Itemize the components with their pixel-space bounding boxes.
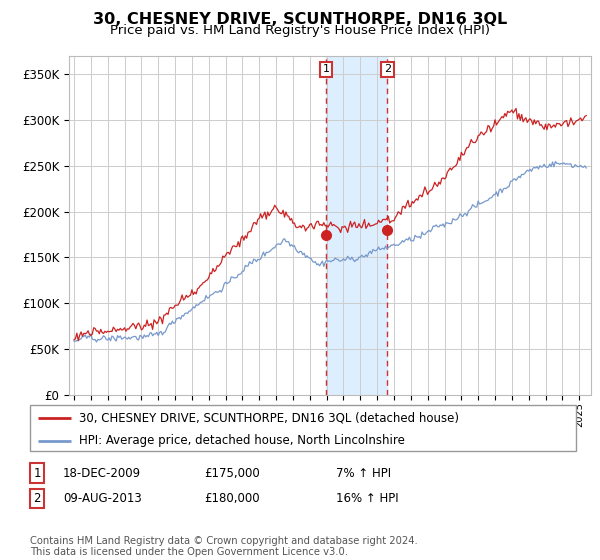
Text: Price paid vs. HM Land Registry's House Price Index (HPI): Price paid vs. HM Land Registry's House … xyxy=(110,24,490,36)
Text: 30, CHESNEY DRIVE, SCUNTHORPE, DN16 3QL: 30, CHESNEY DRIVE, SCUNTHORPE, DN16 3QL xyxy=(93,12,507,27)
Text: Contains HM Land Registry data © Crown copyright and database right 2024.
This d: Contains HM Land Registry data © Crown c… xyxy=(30,535,418,557)
Text: 30, CHESNEY DRIVE, SCUNTHORPE, DN16 3QL (detached house): 30, CHESNEY DRIVE, SCUNTHORPE, DN16 3QL … xyxy=(79,411,459,424)
Text: 2: 2 xyxy=(34,492,41,505)
Text: 16% ↑ HPI: 16% ↑ HPI xyxy=(336,492,398,505)
Text: £175,000: £175,000 xyxy=(204,466,260,480)
Text: 7% ↑ HPI: 7% ↑ HPI xyxy=(336,466,391,480)
FancyBboxPatch shape xyxy=(30,405,576,451)
Text: HPI: Average price, detached house, North Lincolnshire: HPI: Average price, detached house, Nort… xyxy=(79,434,405,447)
Text: 1: 1 xyxy=(34,466,41,480)
Text: 2: 2 xyxy=(383,64,391,74)
Text: £180,000: £180,000 xyxy=(204,492,260,505)
Text: 09-AUG-2013: 09-AUG-2013 xyxy=(63,492,142,505)
Text: 18-DEC-2009: 18-DEC-2009 xyxy=(63,466,141,480)
Text: 1: 1 xyxy=(322,64,329,74)
Bar xyxy=(326,56,387,395)
